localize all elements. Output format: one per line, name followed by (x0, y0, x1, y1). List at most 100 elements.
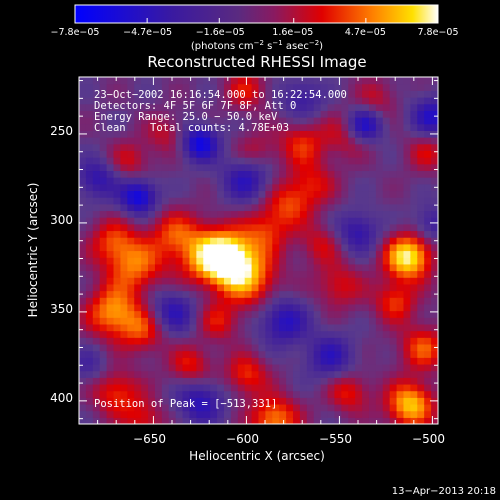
heatmap-cell (272, 350, 280, 358)
heatmap-cell (106, 370, 115, 378)
colorbar-tick-label: 1.6e−05 (272, 27, 313, 38)
heatmap-cell (382, 403, 391, 412)
heatmap-cell (161, 337, 170, 345)
heatmap-cell (320, 390, 329, 398)
heatmap-cell (293, 243, 301, 252)
heatmap-cell (348, 177, 356, 185)
heatmap-cell (85, 157, 94, 165)
heatmap-cell (251, 277, 260, 285)
heatmap-cell (362, 277, 370, 285)
heatmap-cell (99, 277, 108, 285)
heatmap-cell (362, 357, 370, 365)
heatmap-cell (203, 177, 211, 185)
heatmap-cell (306, 223, 315, 232)
heatmap-cell (279, 330, 287, 338)
heatmap-cell (244, 263, 253, 272)
heatmap-cell (127, 97, 135, 105)
heatmap-cell (320, 343, 329, 352)
heatmap-cell (154, 303, 163, 312)
heatmap-cell (320, 317, 329, 325)
heatmap-cell (417, 397, 425, 405)
heatmap-cell (230, 137, 239, 145)
heatmap-cell (127, 230, 135, 238)
heatmap-cell (182, 237, 191, 245)
heatmap-cell (134, 410, 142, 418)
heatmap-cell (417, 310, 425, 318)
heatmap-cell (279, 370, 287, 378)
heatmap-cell (320, 277, 329, 285)
heatmap-cell (99, 323, 108, 332)
heatmap-cell (279, 163, 287, 172)
heatmap-cell (148, 317, 156, 325)
heatmap-cell (306, 90, 315, 98)
heatmap-cell (431, 310, 438, 318)
heatmap-cell (134, 377, 142, 385)
heatmap-cell (313, 110, 322, 118)
heatmap-cell (327, 317, 336, 325)
heatmap-cell (375, 123, 384, 131)
heatmap-cell (286, 390, 294, 398)
heatmap-cell (223, 390, 232, 398)
heatmap-cell (327, 370, 336, 378)
heatmap-cell (237, 177, 246, 185)
heatmap-cell (368, 350, 377, 358)
heatmap-cell (362, 343, 370, 352)
heatmap-cell (265, 323, 273, 332)
heatmap-cell (175, 370, 184, 378)
heatmap-cell (189, 283, 197, 292)
heatmap-cell (424, 390, 432, 398)
heatmap-cell (362, 103, 370, 111)
heatmap-cell (230, 163, 239, 172)
heatmap-cell (134, 130, 142, 138)
heatmap-cell (92, 330, 101, 338)
heatmap-cell (196, 110, 204, 118)
heatmap-cell (375, 397, 384, 405)
heatmap-cell (334, 303, 342, 312)
heatmap-cell (258, 290, 266, 298)
heatmap-cell (403, 117, 411, 125)
heatmap-cell (327, 350, 336, 358)
heatmap-cell (92, 230, 101, 238)
heatmap-cell (203, 250, 211, 258)
heatmap-cell (79, 363, 87, 372)
heatmap-cell (244, 170, 253, 178)
heatmap-cell (272, 150, 280, 158)
heatmap-cell (313, 223, 322, 232)
heatmap-cell (223, 90, 232, 98)
heatmap-cell (327, 117, 336, 125)
annotations: 23−Oct−2002 16:16:54.000 to 16:22:54.000… (94, 89, 347, 410)
heatmap-cell (334, 350, 342, 358)
heatmap-cell (341, 397, 349, 405)
heatmap-cell (230, 277, 239, 285)
heatmap-cell (196, 410, 204, 418)
heatmap-cell (327, 303, 336, 312)
heatmap-cell (141, 283, 149, 292)
heatmap-cell (244, 417, 253, 424)
heatmap-cell (251, 243, 260, 252)
heatmap-cell (431, 110, 438, 118)
heatmap-cell (293, 90, 301, 98)
heatmap-cell (223, 357, 232, 365)
heatmap-cell (210, 357, 218, 365)
heatmap-cell (168, 270, 177, 278)
heatmap-cell (410, 130, 418, 138)
heatmap-cell (293, 290, 301, 298)
heatmap-cell (313, 83, 322, 91)
heatmap-cell (334, 330, 342, 338)
heatmap-cell (85, 97, 94, 105)
heatmap-cell (293, 403, 301, 412)
heatmap-cell (189, 330, 197, 338)
heatmap-cell (99, 183, 108, 192)
heatmap-cell (299, 110, 308, 118)
heatmap-cell (348, 90, 356, 98)
heatmap-cell (251, 363, 260, 372)
heatmap-cell (196, 143, 204, 151)
heatmap-cell (210, 317, 218, 325)
heatmap-cell (182, 110, 191, 118)
heatmap-cell (237, 237, 246, 245)
heatmap-cell (320, 150, 329, 158)
heatmap-cell (251, 297, 260, 305)
heatmap-cell (230, 377, 239, 385)
heatmap-cell (85, 137, 94, 145)
heatmap-cell (431, 337, 438, 345)
